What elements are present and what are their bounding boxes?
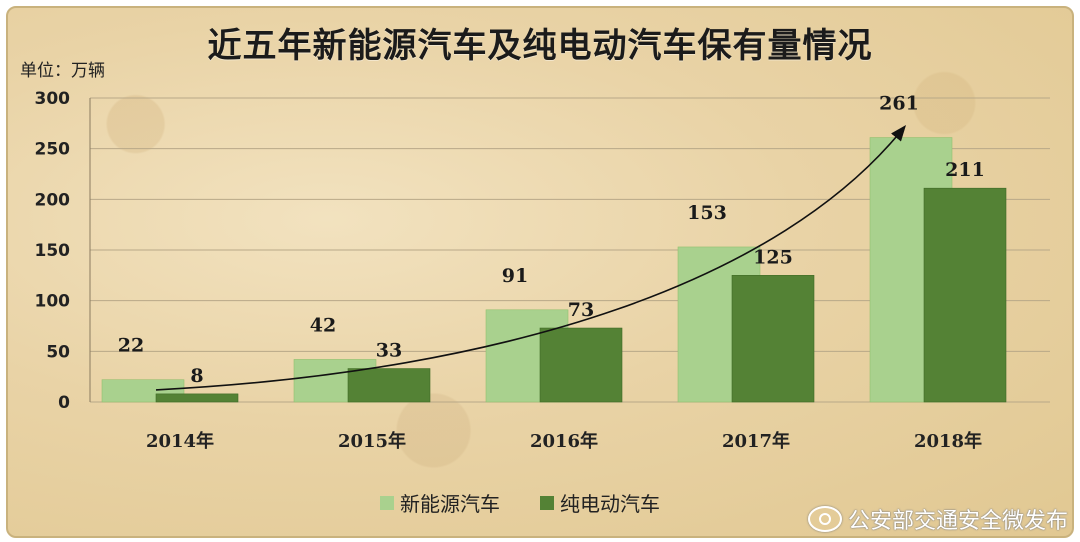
watermark: 公安部交通安全微发布: [807, 503, 1068, 535]
data-label: 125: [753, 246, 793, 268]
x-tick-label: 2014年: [146, 430, 214, 452]
bar-pure-electric: [923, 187, 1007, 403]
data-label: 261: [879, 93, 919, 115]
y-tick-label: 50: [46, 342, 70, 362]
data-label: 211: [945, 159, 985, 181]
legend: 新能源汽车 纯电动汽车: [380, 488, 660, 517]
data-label: 91: [502, 265, 528, 287]
legend-label-pure-electric: 纯电动汽车: [560, 492, 660, 516]
legend-label-new-energy: 新能源汽车: [400, 492, 500, 516]
data-label: 8: [190, 365, 203, 387]
legend-item-new-energy: 新能源汽车: [380, 488, 500, 517]
bar-pure-electric: [539, 327, 623, 403]
data-label: 22: [118, 335, 144, 357]
y-tick-label: 0: [58, 393, 70, 413]
chart-title: 近五年新能源汽车及纯电动汽车保有量情况: [207, 26, 873, 66]
legend-swatch-pure-electric: [540, 495, 554, 510]
data-label: 153: [687, 202, 727, 224]
legend-swatch-new-energy: [380, 495, 394, 510]
x-tick-label: 2018年: [914, 430, 982, 452]
x-tick-label: 2016年: [530, 430, 598, 452]
watermark-text: 公安部交通安全微发布: [847, 509, 1068, 534]
y-tick-label: 300: [35, 89, 71, 109]
bar-pure-electric: [155, 393, 239, 403]
trend-arrow: [155, 125, 907, 391]
unit-label: 单位：万辆: [20, 61, 105, 81]
y-tick-label: 250: [35, 140, 71, 160]
legend-item-pure-electric: 纯电动汽车: [540, 488, 660, 517]
data-label: 73: [568, 299, 594, 321]
data-label: 42: [310, 314, 336, 336]
x-tick-label: 2017年: [722, 430, 790, 452]
y-tick-label: 200: [35, 190, 71, 210]
y-tick-label: 150: [35, 241, 71, 261]
bar-pure-electric: [731, 275, 815, 403]
data-label: 33: [376, 340, 402, 362]
y-tick-label: 100: [35, 292, 71, 312]
x-tick-label: 2015年: [338, 430, 406, 452]
bar-pure-electric: [347, 368, 431, 403]
weibo-icon: [807, 506, 842, 532]
